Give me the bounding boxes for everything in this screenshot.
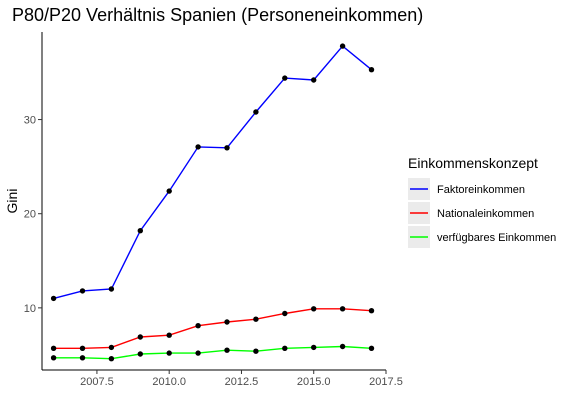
data-point-0-0 xyxy=(51,296,56,301)
data-point-2-6 xyxy=(224,348,229,353)
series-line-1 xyxy=(54,309,372,349)
axes: 10 20 30 2007.5 2010.0 2012.5 2015.0 2017.5 Gini xyxy=(4,32,403,388)
data-point-0-2 xyxy=(109,286,114,291)
data-point-0-5 xyxy=(195,144,200,149)
x-tick-label: 2007.5 xyxy=(80,376,114,388)
data-point-2-7 xyxy=(253,349,258,354)
data-point-1-11 xyxy=(369,308,374,313)
data-point-2-11 xyxy=(369,346,374,351)
data-point-0-11 xyxy=(369,67,374,72)
data-point-2-10 xyxy=(340,344,345,349)
data-point-1-6 xyxy=(224,319,229,324)
data-point-0-6 xyxy=(224,145,229,150)
data-point-1-5 xyxy=(195,323,200,328)
legend-label-1: Nationaleinkommen xyxy=(437,208,534,220)
data-point-2-2 xyxy=(109,356,114,361)
x-tick-label: 2010.0 xyxy=(152,376,186,388)
data-point-2-9 xyxy=(311,345,316,350)
data-point-2-3 xyxy=(138,351,143,356)
legend-title: Einkommenskonzept xyxy=(408,155,538,171)
data-point-1-4 xyxy=(167,333,172,338)
data-point-0-4 xyxy=(167,188,172,193)
data-point-1-3 xyxy=(138,334,143,339)
data-point-1-10 xyxy=(340,306,345,311)
y-tick-label: 10 xyxy=(24,303,36,315)
data-point-1-9 xyxy=(311,306,316,311)
legend-label-2: verfügbares Einkommen xyxy=(437,232,556,244)
data-point-1-1 xyxy=(80,346,85,351)
x-tick-label: 2017.5 xyxy=(369,376,403,388)
data-point-0-1 xyxy=(80,288,85,293)
legend: Einkommenskonzept Faktoreinkommen National… xyxy=(408,155,556,248)
data-point-1-2 xyxy=(109,345,114,350)
data-point-1-8 xyxy=(282,311,287,316)
y-axis-title: Gini xyxy=(4,189,20,214)
data-point-1-0 xyxy=(51,346,56,351)
series-line-0 xyxy=(54,46,372,298)
data-point-2-8 xyxy=(282,346,287,351)
data-point-0-7 xyxy=(253,109,258,114)
legend-label-0: Faktoreinkommen xyxy=(437,184,525,196)
data-point-2-1 xyxy=(80,355,85,360)
data-point-1-7 xyxy=(253,317,258,322)
x-tick-label: 2015.0 xyxy=(297,376,331,388)
x-tick-label: 2012.5 xyxy=(225,376,259,388)
data-point-2-5 xyxy=(195,350,200,355)
data-point-2-0 xyxy=(51,355,56,360)
data-point-0-3 xyxy=(138,228,143,233)
y-tick-label: 30 xyxy=(24,115,36,127)
data-point-2-4 xyxy=(167,350,172,355)
y-tick-label: 20 xyxy=(24,209,36,221)
data-point-0-8 xyxy=(282,75,287,80)
data-point-0-9 xyxy=(311,77,316,82)
data-point-0-10 xyxy=(340,43,345,48)
plot-area xyxy=(51,43,374,361)
